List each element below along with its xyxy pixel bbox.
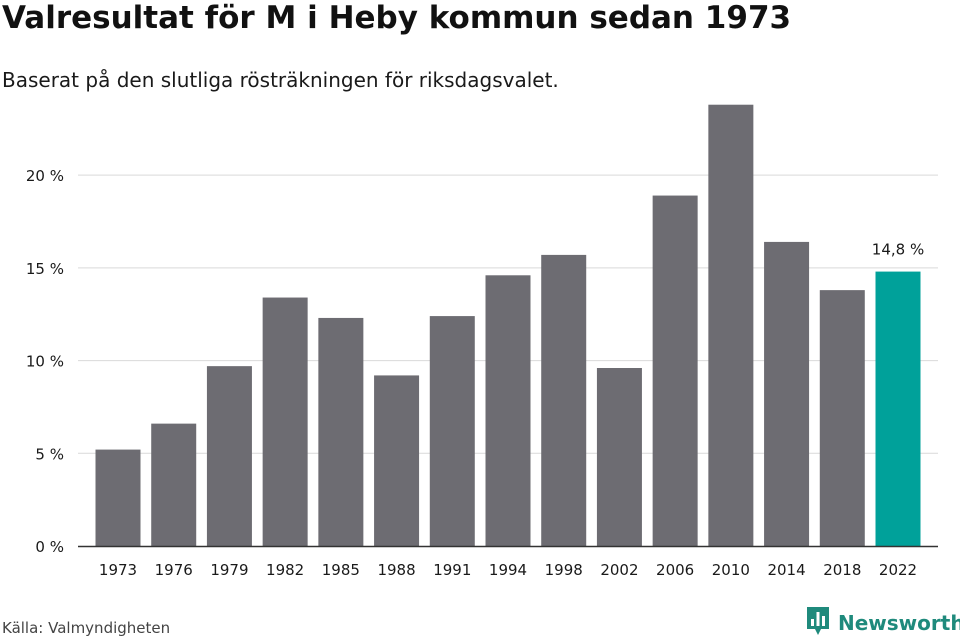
chart-title: Valresultat för M i Heby kommun sedan 19…: [2, 0, 792, 36]
bar: [485, 275, 531, 546]
x-tick-label: 2002: [600, 561, 638, 579]
bar: [596, 368, 642, 546]
data-label: 14,8 %: [872, 241, 924, 259]
x-tick-label: 2018: [823, 561, 861, 579]
newsworthy-bar-logo-icon: [805, 605, 831, 641]
bar: [652, 195, 698, 546]
bar: [262, 297, 308, 546]
x-tick-label: 2006: [656, 561, 694, 579]
y-tick-label: 0 %: [35, 538, 64, 556]
x-tick-label: 1976: [155, 561, 193, 579]
bar: [429, 316, 475, 546]
y-tick-label: 20 %: [26, 167, 64, 185]
bar: [206, 366, 252, 546]
bar: [541, 254, 587, 547]
brand-logo: Newsworthy: [805, 607, 960, 639]
x-tick-label: 1979: [210, 561, 248, 579]
x-tick-label: 1988: [377, 561, 415, 579]
x-tick-label: 1994: [489, 561, 527, 579]
bar: [374, 375, 420, 546]
bar: [318, 317, 364, 546]
y-tick-label: 15 %: [26, 260, 64, 278]
bar: [151, 423, 197, 546]
chart-subtitle: Baserat på den slutliga rösträkningen fö…: [2, 68, 559, 92]
brand-name: Newsworthy: [838, 611, 960, 635]
bar: [95, 449, 141, 546]
x-tick-label: 2014: [767, 561, 805, 579]
bar: [708, 104, 754, 546]
bar: [764, 241, 810, 546]
x-tick-label: 2010: [712, 561, 750, 579]
x-tick-label: 1973: [99, 561, 137, 579]
x-tick-label: 1982: [266, 561, 304, 579]
bar-highlight: [875, 271, 921, 546]
bar: [819, 290, 865, 546]
source-note: Källa: Valmyndigheten: [2, 619, 171, 637]
x-tick-label: 1998: [545, 561, 583, 579]
y-tick-label: 10 %: [26, 353, 64, 371]
y-tick-label: 5 %: [35, 445, 64, 463]
x-tick-label: 1991: [433, 561, 471, 579]
x-tick-label: 1985: [322, 561, 360, 579]
x-tick-label: 2022: [879, 561, 917, 579]
